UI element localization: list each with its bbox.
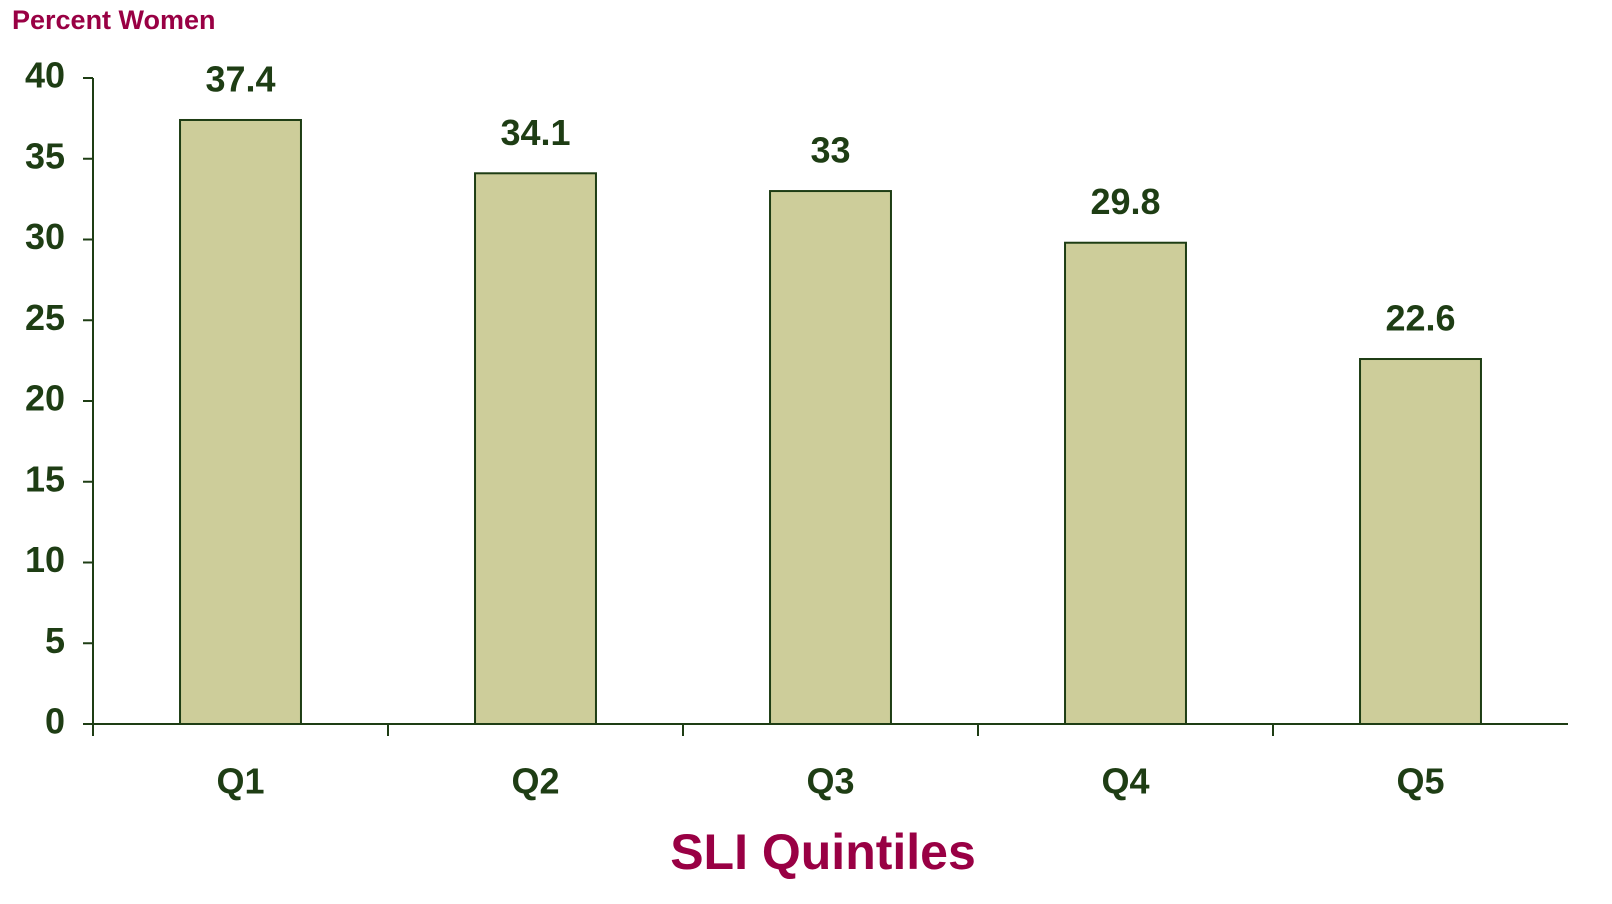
y-tick-label: 20 xyxy=(25,378,65,419)
y-tick-label: 35 xyxy=(25,135,65,176)
bar xyxy=(769,190,892,726)
data-label: 34.1 xyxy=(500,112,570,153)
x-tick-label: Q2 xyxy=(511,761,559,802)
data-label: 22.6 xyxy=(1385,298,1455,339)
x-tick-label: Q3 xyxy=(806,761,854,802)
y-tick-label: 40 xyxy=(25,55,65,96)
y-tick-label: 0 xyxy=(45,701,65,742)
bar xyxy=(179,118,302,726)
y-tick-label: 5 xyxy=(45,620,65,661)
bar xyxy=(1064,241,1187,725)
x-tick-label: Q5 xyxy=(1396,761,1444,802)
y-tick-label: 25 xyxy=(25,297,65,338)
data-label: 37.4 xyxy=(205,59,275,100)
data-label: 33 xyxy=(810,130,850,171)
y-tick-label: 15 xyxy=(25,458,65,499)
x-axis-label: SLI Quintiles xyxy=(670,824,976,880)
data-label: 29.8 xyxy=(1090,181,1160,222)
bar xyxy=(1359,358,1482,725)
y-tick-label: 30 xyxy=(25,216,65,257)
y-tick-label: 10 xyxy=(25,539,65,580)
x-tick-label: Q4 xyxy=(1101,761,1149,802)
y-axis-label: Percent Women xyxy=(12,5,216,35)
bar xyxy=(474,172,597,726)
x-tick-label: Q1 xyxy=(216,761,264,802)
